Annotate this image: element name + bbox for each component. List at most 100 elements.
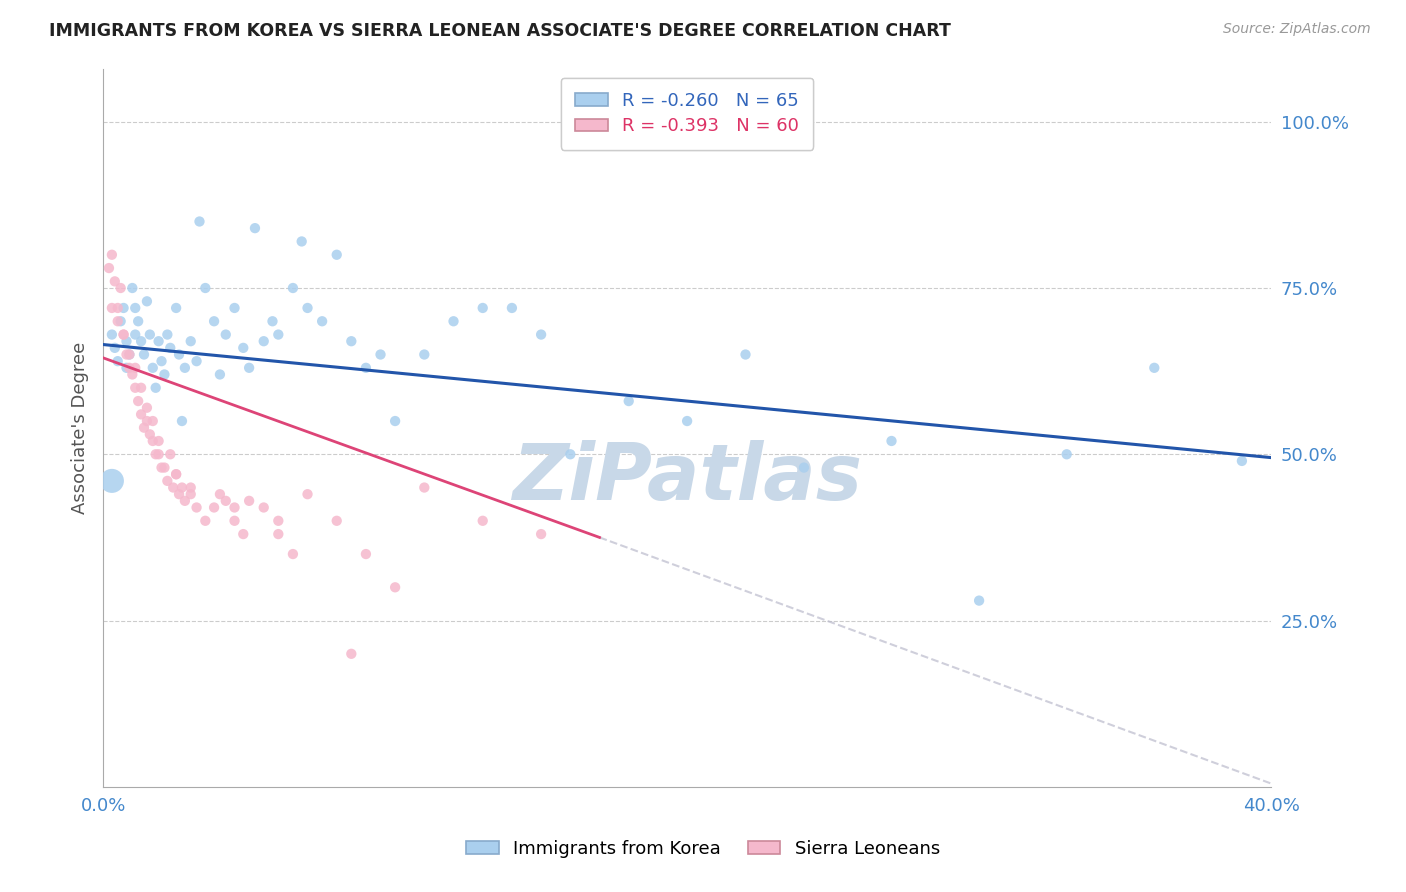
Point xyxy=(967,593,990,607)
Point xyxy=(136,414,159,428)
Point xyxy=(617,394,640,409)
Point xyxy=(129,334,152,349)
Point xyxy=(129,381,152,395)
Point xyxy=(413,481,436,495)
Point xyxy=(107,314,129,328)
Point xyxy=(262,314,284,328)
Point xyxy=(215,327,238,342)
Point xyxy=(156,327,179,342)
Point xyxy=(291,235,314,249)
Point xyxy=(253,500,276,515)
Point xyxy=(384,414,406,428)
Point xyxy=(297,487,319,501)
Point xyxy=(734,347,756,361)
Point xyxy=(159,341,181,355)
Point xyxy=(159,447,181,461)
Point xyxy=(110,314,132,328)
Legend: Immigrants from Korea, Sierra Leoneans: Immigrants from Korea, Sierra Leoneans xyxy=(457,830,949,867)
Point xyxy=(167,347,190,361)
Point xyxy=(132,420,155,434)
Point xyxy=(170,414,193,428)
Point xyxy=(202,500,225,515)
Point xyxy=(232,341,254,355)
Point xyxy=(142,414,165,428)
Point xyxy=(165,467,187,482)
Point xyxy=(101,301,124,315)
Point xyxy=(156,474,179,488)
Point xyxy=(118,347,141,361)
Point xyxy=(112,327,135,342)
Point xyxy=(1056,447,1078,461)
Point xyxy=(1230,454,1253,468)
Point xyxy=(238,493,260,508)
Point xyxy=(139,427,162,442)
Point xyxy=(180,334,202,349)
Point xyxy=(115,360,138,375)
Point xyxy=(104,341,127,355)
Point xyxy=(150,460,173,475)
Point xyxy=(136,294,159,309)
Point xyxy=(165,301,187,315)
Point xyxy=(1143,360,1166,375)
Point xyxy=(340,334,363,349)
Point xyxy=(325,248,347,262)
Point xyxy=(124,327,146,342)
Point xyxy=(238,360,260,375)
Point xyxy=(142,434,165,448)
Y-axis label: Associate's Degree: Associate's Degree xyxy=(72,342,89,514)
Point xyxy=(170,481,193,495)
Point xyxy=(162,481,184,495)
Point xyxy=(202,314,225,328)
Point xyxy=(471,514,494,528)
Point xyxy=(148,434,170,448)
Point xyxy=(115,347,138,361)
Point xyxy=(132,347,155,361)
Text: Source: ZipAtlas.com: Source: ZipAtlas.com xyxy=(1223,22,1371,37)
Point xyxy=(167,487,190,501)
Point xyxy=(101,474,124,488)
Point xyxy=(325,514,347,528)
Point xyxy=(173,493,195,508)
Point xyxy=(112,301,135,315)
Point xyxy=(150,354,173,368)
Point xyxy=(142,360,165,375)
Point xyxy=(127,394,149,409)
Point xyxy=(115,334,138,349)
Point xyxy=(129,408,152,422)
Point xyxy=(118,360,141,375)
Point xyxy=(501,301,523,315)
Point xyxy=(224,514,246,528)
Point xyxy=(101,248,124,262)
Point xyxy=(136,401,159,415)
Text: IMMIGRANTS FROM KOREA VS SIERRA LEONEAN ASSOCIATE'S DEGREE CORRELATION CHART: IMMIGRANTS FROM KOREA VS SIERRA LEONEAN … xyxy=(49,22,950,40)
Point xyxy=(107,354,129,368)
Point xyxy=(311,314,333,328)
Point xyxy=(148,447,170,461)
Legend: R = -0.260   N = 65, R = -0.393   N = 60: R = -0.260 N = 65, R = -0.393 N = 60 xyxy=(561,78,814,150)
Point xyxy=(267,527,290,541)
Point xyxy=(676,414,699,428)
Point xyxy=(215,493,238,508)
Point xyxy=(124,381,146,395)
Point xyxy=(281,281,304,295)
Point xyxy=(370,347,392,361)
Point xyxy=(180,487,202,501)
Point xyxy=(297,301,319,315)
Point xyxy=(180,481,202,495)
Point xyxy=(208,368,231,382)
Point xyxy=(188,214,211,228)
Point xyxy=(281,547,304,561)
Point xyxy=(139,327,162,342)
Point xyxy=(173,360,195,375)
Point xyxy=(530,327,553,342)
Point xyxy=(121,281,143,295)
Point xyxy=(880,434,903,448)
Point xyxy=(124,360,146,375)
Point xyxy=(560,447,582,461)
Point xyxy=(208,487,231,501)
Point xyxy=(471,301,494,315)
Point xyxy=(124,301,146,315)
Point xyxy=(224,301,246,315)
Point xyxy=(340,647,363,661)
Point xyxy=(232,527,254,541)
